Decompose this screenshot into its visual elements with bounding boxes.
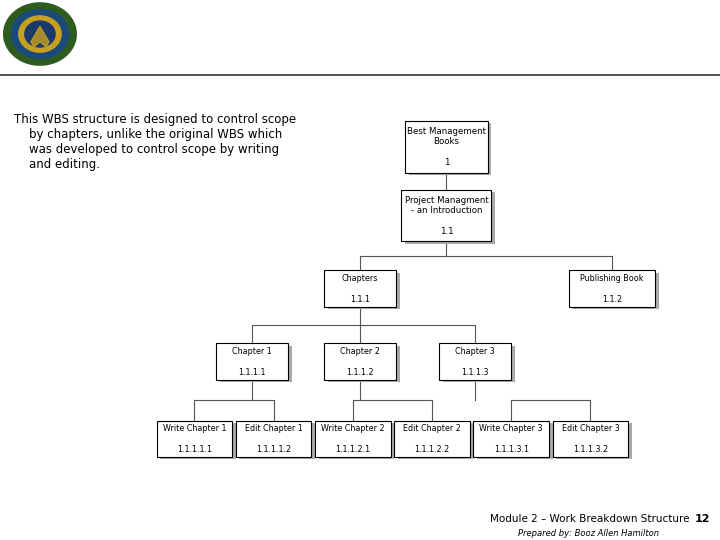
FancyBboxPatch shape: [474, 421, 549, 457]
FancyBboxPatch shape: [216, 343, 288, 380]
Polygon shape: [25, 21, 55, 47]
FancyBboxPatch shape: [397, 423, 474, 460]
FancyBboxPatch shape: [405, 192, 495, 244]
FancyBboxPatch shape: [315, 421, 390, 457]
Text: Preparing a WBS: Preparing a WBS: [94, 24, 279, 43]
Text: Edit Chapter 3

1.1.1.3.2: Edit Chapter 3 1.1.1.3.2: [562, 424, 619, 454]
FancyBboxPatch shape: [395, 421, 469, 457]
FancyBboxPatch shape: [402, 190, 491, 241]
FancyBboxPatch shape: [569, 271, 655, 307]
FancyBboxPatch shape: [409, 123, 491, 175]
Text: Chapter 2

1.1.1.2: Chapter 2 1.1.1.2: [340, 347, 380, 376]
FancyBboxPatch shape: [443, 346, 515, 382]
FancyBboxPatch shape: [572, 273, 659, 309]
Polygon shape: [19, 16, 61, 52]
Text: Write Chapter 1

1.1.1.1.1: Write Chapter 1 1.1.1.1.1: [163, 424, 226, 454]
FancyBboxPatch shape: [220, 346, 292, 382]
Text: Edit Chapter 1

1.1.1.1.2: Edit Chapter 1 1.1.1.1.2: [245, 424, 302, 454]
Text: Module 2 – Work Breakdown Structure: Module 2 – Work Breakdown Structure: [490, 514, 689, 524]
Text: Prepared by: Booz Allen Hamilton: Prepared by: Booz Allen Hamilton: [518, 529, 660, 538]
FancyBboxPatch shape: [319, 423, 395, 460]
Polygon shape: [4, 3, 76, 65]
Text: This WBS structure is designed to control scope
    by chapters, unlike the orig: This WBS structure is designed to contro…: [14, 113, 297, 171]
FancyBboxPatch shape: [239, 423, 315, 460]
FancyBboxPatch shape: [556, 423, 632, 460]
FancyBboxPatch shape: [328, 273, 400, 309]
Text: 12: 12: [695, 514, 711, 524]
Text: Write Chapter 2

1.1.1.2.1: Write Chapter 2 1.1.1.2.1: [321, 424, 384, 454]
FancyBboxPatch shape: [324, 271, 396, 307]
Text: Write Chapter 3

1.1.1.3.1: Write Chapter 3 1.1.1.3.1: [480, 424, 543, 454]
Polygon shape: [12, 9, 68, 59]
Text: Chapters

1.1.1: Chapters 1.1.1: [342, 274, 378, 303]
FancyBboxPatch shape: [236, 421, 311, 457]
Text: Edit Chapter 2

1.1.1.2.2: Edit Chapter 2 1.1.1.2.2: [403, 424, 461, 454]
FancyBboxPatch shape: [553, 421, 628, 457]
Text: Chapter 3

1.1.1.3: Chapter 3 1.1.1.3: [455, 347, 495, 376]
Text: Best Management
Books

1: Best Management Books 1: [407, 127, 486, 167]
Text: Project Managment
- an Introduction

1.1: Project Managment - an Introduction 1.1: [405, 195, 488, 236]
FancyBboxPatch shape: [405, 122, 488, 173]
FancyBboxPatch shape: [439, 343, 511, 380]
FancyBboxPatch shape: [161, 423, 236, 460]
FancyBboxPatch shape: [324, 343, 396, 380]
FancyBboxPatch shape: [477, 423, 553, 460]
FancyBboxPatch shape: [328, 346, 400, 382]
Polygon shape: [31, 26, 49, 47]
Text: Publishing Book

1.1.2: Publishing Book 1.1.2: [580, 274, 644, 303]
FancyBboxPatch shape: [157, 421, 232, 457]
Text: Chapter 1

1.1.1.1: Chapter 1 1.1.1.1: [232, 347, 272, 376]
